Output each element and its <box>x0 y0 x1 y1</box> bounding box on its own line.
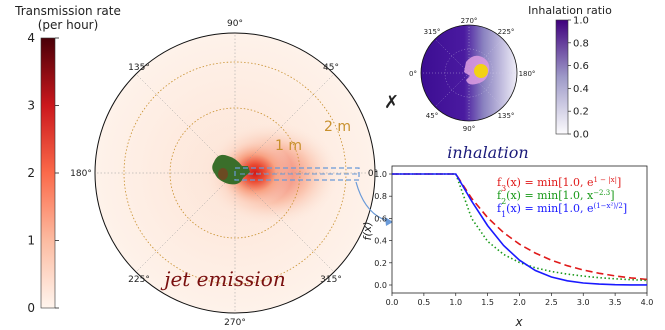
angle-label-45: 45° <box>323 63 339 73</box>
x-tick-label: 4.0 <box>641 298 654 307</box>
inset-angle-45: 45° <box>426 112 438 120</box>
inset-spoke <box>468 38 504 74</box>
inset-polar-grid <box>421 25 517 121</box>
inset-ring <box>444 48 494 98</box>
y-tick-label: 0.4 <box>374 237 387 246</box>
transmission-colorbar: Transmission rate (per hour) 0 1 2 3 4 <box>14 4 121 315</box>
polar-spoke <box>234 73 335 174</box>
plot-frame <box>391 165 648 294</box>
series-line-2 <box>392 173 648 282</box>
legend-entry-1: f1(x) = min[1.0, e(1−x²)/2] <box>497 202 627 219</box>
x-tick-label: 3.0 <box>577 298 590 307</box>
x-axis-label: x <box>514 315 523 329</box>
polar-spoke <box>234 172 335 273</box>
connector-arrowhead <box>385 217 393 226</box>
inset-colorbar-tick-label: 0.6 <box>573 61 589 72</box>
mouth-zone-box <box>234 167 360 181</box>
inhalation-colorbar-title: Inhalation ratio <box>528 4 612 17</box>
angle-label-135: 135° <box>128 63 150 73</box>
x-tick-label: 0.5 <box>418 298 431 307</box>
y-tick-label: 0.2 <box>374 259 387 268</box>
inhalation-caption: inhalation <box>447 143 528 162</box>
colorbar-title: Transmission rate <box>14 4 121 18</box>
colorbar-ticks: 0 1 2 3 4 <box>27 31 59 315</box>
y-tick-label: 0.0 <box>374 281 387 290</box>
colorbar-unit: (per hour) <box>38 18 99 32</box>
main-polar-plot: 1 m 2 m 90° 45° 0° 315° 270° 225° 180° 1… <box>70 19 378 328</box>
angle-label-225: 225° <box>128 275 150 285</box>
inset-angle-0: 0° <box>409 70 417 78</box>
inset-colorbar-tick-label: 0.0 <box>573 130 589 141</box>
axis-ticks: 0.0 0.5 1.0 1.5 2.0 2.5 3.0 3.5 4.0 0.0 0.2 0.4 0.6 0… <box>374 170 653 307</box>
jet-emission-caption: jet emission <box>160 267 285 291</box>
colorbar-tick-label: 0 <box>27 301 35 315</box>
angle-label-270: 270° <box>224 318 246 328</box>
y-axis-label: f(x) <box>361 222 374 241</box>
emitter-head-icon <box>212 154 250 185</box>
angle-label-180: 180° <box>70 169 92 179</box>
x-tick-label: 0.0 <box>386 298 399 307</box>
angle-label-0: 0° <box>368 169 378 179</box>
x-tick-label: 1.0 <box>449 298 462 307</box>
x-tick-label: 3.5 <box>609 298 622 307</box>
decay-line-chart: 0.0 0.5 1.0 1.5 2.0 2.5 3.0 3.5 4.0 0.0 0.2 0.4 0.6 0… <box>361 165 653 329</box>
ring-label-2m: 2 m <box>324 119 351 135</box>
ring-1m <box>169 107 301 239</box>
colorbar-tick-label: 1 <box>27 234 35 248</box>
polar-grid <box>95 33 375 313</box>
inset-angle-270: 270° <box>461 17 478 25</box>
x-tick-label: 2.5 <box>545 298 558 307</box>
y-tick-label: 0.6 <box>374 214 387 223</box>
inset-angle-315: 315° <box>424 28 441 36</box>
y-tick-label: 1.0 <box>374 170 387 179</box>
polar-outer-ring <box>94 32 376 314</box>
inset-angle-135: 135° <box>498 112 515 120</box>
legend-entry-3: f3(x) = min[1.0, e1 − |x|] <box>497 176 621 193</box>
inset-angle-90: 90° <box>463 125 475 133</box>
polar-spoke <box>135 73 236 174</box>
inhalation-colorbar-ramp <box>555 19 569 135</box>
colorbar-tick-label: 2 <box>27 166 35 180</box>
ring-label-1m: 1 m <box>275 138 302 154</box>
x-tick-label: 1.5 <box>481 298 494 307</box>
angle-label-90: 90° <box>227 19 243 29</box>
chart-legend: f3(x) = min[1.0, e1 − |x|]f2(x) = min[1.… <box>497 176 627 219</box>
y-tick-label: 0.8 <box>374 192 387 201</box>
colorbar-ramp <box>40 37 56 309</box>
ring-2m <box>123 61 347 285</box>
inhalation-polar-inset: 270° 315° 225° 0° 180° 45° 135° 90° ✗ in… <box>384 4 612 162</box>
angle-label-315: 315° <box>320 275 342 285</box>
inhaler-face-icon <box>474 64 488 78</box>
jet-plume-core <box>217 139 293 207</box>
inset-angle-180: 180° <box>519 70 536 78</box>
side-glyph: ✗ <box>384 92 399 113</box>
inset-colorbar-tick-label: 1.0 <box>573 16 589 27</box>
inset-colorbar-tick-label: 0.4 <box>573 84 589 95</box>
inset-colorbar-tick-label: 0.2 <box>573 107 589 118</box>
line-series <box>392 173 648 286</box>
inset-colorbar-tick-label: 0.8 <box>573 38 589 49</box>
inset-angle-225: 225° <box>498 28 515 36</box>
legend-entry-2: f2(x) = min[1.0, x−2.3] <box>497 189 614 206</box>
polar-spoke <box>135 172 236 273</box>
inhalation-colorbar-ticks: 0.0 0.2 0.4 0.6 0.8 1.0 <box>568 16 589 141</box>
series-line-3 <box>392 173 648 281</box>
series-line-1 <box>392 173 647 286</box>
colorbar-tick-label: 4 <box>27 31 35 45</box>
inset-spoke <box>434 72 470 108</box>
x-tick-label: 2.0 <box>513 298 526 307</box>
colorbar-tick-label: 3 <box>27 99 35 113</box>
